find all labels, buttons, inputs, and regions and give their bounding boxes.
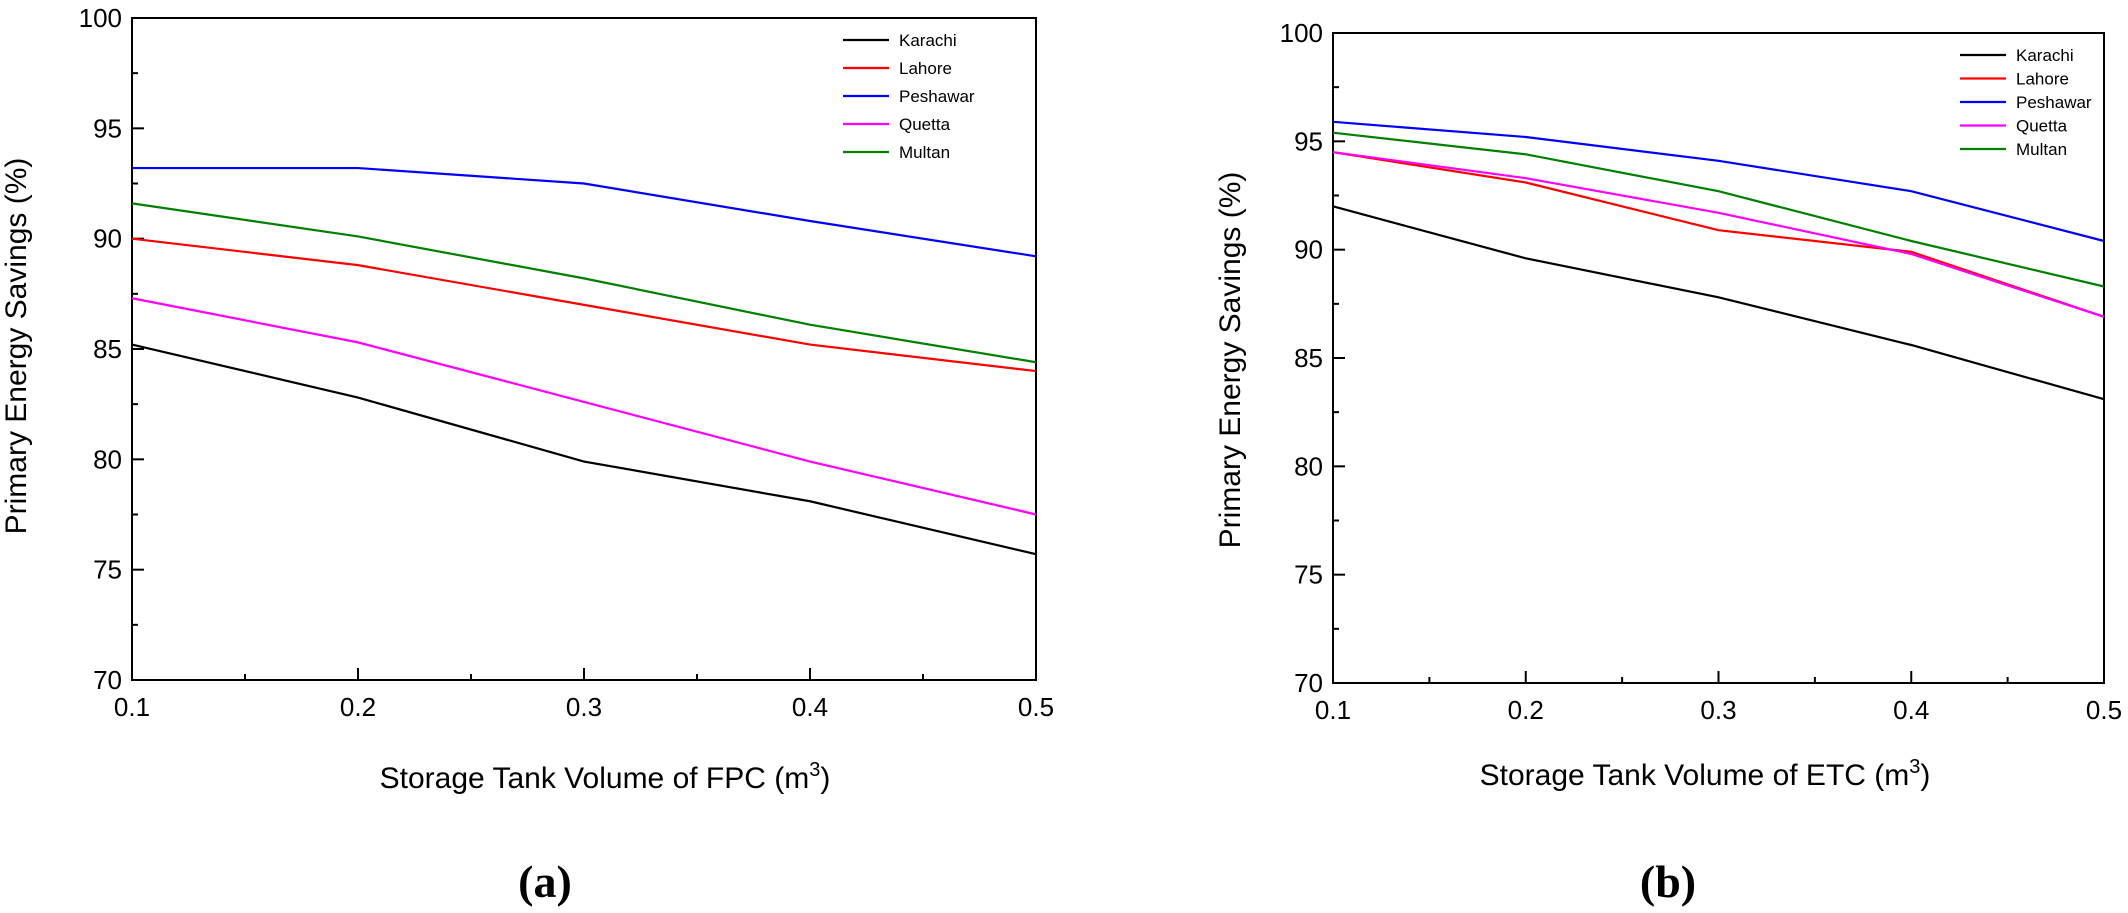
y-tick-label: 75 (93, 555, 122, 585)
chart-panel-a: 0.1 0.2 0.3 0.4 0.5 70 75 80 85 90 95 100 Karachi Lah… (0, 3, 1054, 907)
legend-label-karachi: Karachi (899, 31, 957, 50)
legend-label-multan: Multan (2016, 140, 2067, 159)
legend-label-karachi: Karachi (2016, 46, 2074, 65)
y-tick-label: 95 (93, 113, 122, 143)
y-tick-label: 70 (93, 665, 122, 695)
legend-label-quetta: Quetta (2016, 117, 2068, 136)
y-tick-label: 100 (79, 3, 122, 33)
y-tick-label: 90 (93, 224, 122, 254)
y-tick-label: 70 (1294, 668, 1323, 698)
x-tick-label: 0.4 (1893, 695, 1929, 725)
legend-label-peshawar: Peshawar (2016, 93, 2092, 112)
panel-label: (b) (1640, 856, 1696, 907)
x-tick-label: 0.1 (114, 692, 150, 722)
y-axis-label: Primary Energy Savings (%) (1214, 172, 1247, 549)
series-line-quetta (1332, 151, 2105, 318)
series-line-peshawar (1332, 120, 2105, 243)
y-tick-label: 100 (1280, 18, 1323, 48)
series-line-lahore (131, 237, 1037, 373)
x-tick-label: 0.5 (2086, 695, 2122, 725)
x-tick-label: 0.2 (340, 692, 376, 722)
x-tick-label: 0.2 (1508, 695, 1544, 725)
series-line-lahore (1332, 151, 2105, 318)
series-line-karachi (131, 343, 1037, 556)
legend-label-lahore: Lahore (899, 59, 952, 78)
x-tick-label: 0.3 (1700, 695, 1736, 725)
x-tick-label: 0.5 (1018, 692, 1054, 722)
chart-panel-b: 0.1 0.2 0.3 0.4 0.5 70 75 80 85 90 95 100 Karachi Lah… (1214, 18, 2122, 907)
series-line-quetta (131, 297, 1037, 516)
legend-label-lahore: Lahore (2016, 70, 2069, 89)
y-tick-label: 85 (1294, 343, 1323, 373)
x-tick-label: 0.4 (792, 692, 828, 722)
y-tick-label: 95 (1294, 126, 1323, 156)
legend-label-peshawar: Peshawar (899, 87, 975, 106)
y-tick-label: 80 (1294, 451, 1323, 481)
series-line-multan (1332, 131, 2105, 288)
y-tick-label: 80 (93, 444, 122, 474)
x-axis-label: Storage Tank Volume of FPC (m3) (380, 759, 831, 795)
legend-label-multan: Multan (899, 143, 950, 162)
panel-label: (a) (518, 856, 572, 907)
series-line-multan (131, 202, 1037, 364)
x-tick-label: 0.1 (1315, 695, 1351, 725)
x-axis-label: Storage Tank Volume of ETC (m3) (1480, 756, 1931, 792)
y-tick-label: 85 (93, 334, 122, 364)
y-axis-label: Primary Energy Savings (%) (0, 158, 33, 535)
series-line-karachi (1332, 205, 2105, 401)
series-line-peshawar (132, 166, 1037, 258)
x-tick-label: 0.3 (566, 692, 602, 722)
y-tick-label: 75 (1294, 560, 1323, 590)
legend-label-quetta: Quetta (899, 115, 951, 134)
y-tick-label: 90 (1294, 235, 1323, 265)
